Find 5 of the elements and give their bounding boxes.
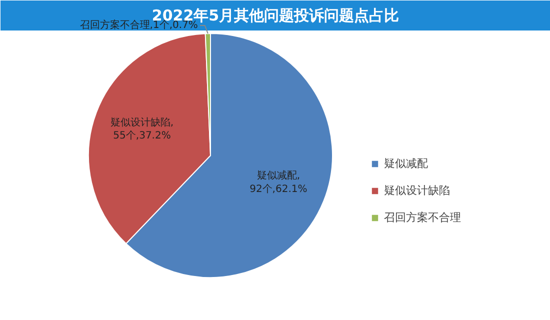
data-label: 疑似设计缺陷, 55个,37.2%	[110, 116, 174, 142]
data-label: 疑似减配, 92个,62.1%	[250, 170, 308, 195]
legend-label: 召回方案不合理	[384, 210, 461, 225]
legend-label: 疑似减配	[384, 156, 428, 171]
legend-label: 疑似设计缺陷	[384, 183, 450, 198]
